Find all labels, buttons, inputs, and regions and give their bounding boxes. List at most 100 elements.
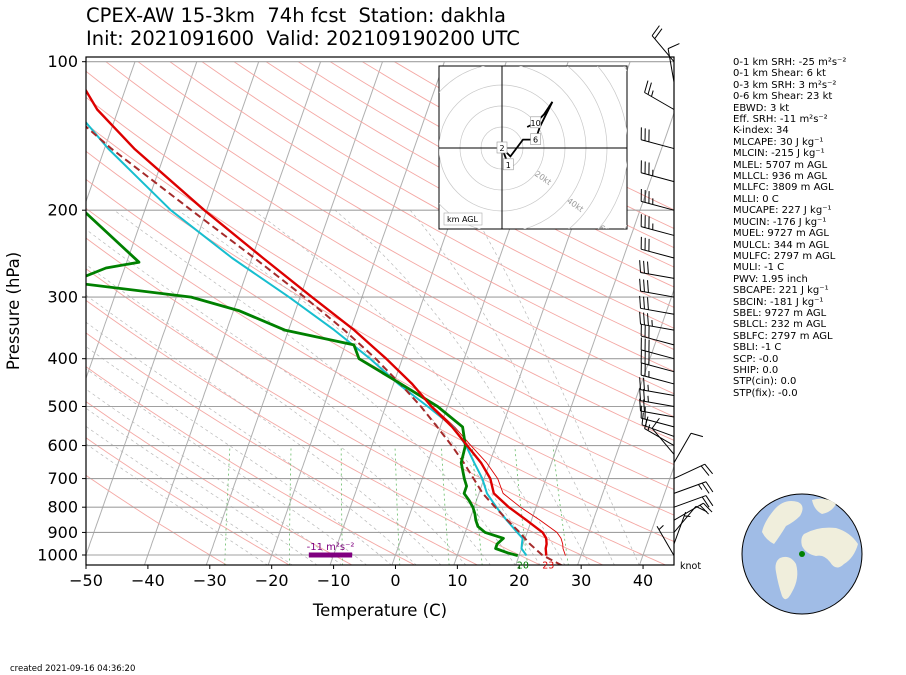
x-tick-label: 10 (447, 571, 467, 590)
surface-temperature-label: 23 (542, 561, 554, 572)
sounding-parameter: 0-6 km Shear: 23 kt (733, 91, 833, 103)
wind-barb-flag (690, 432, 704, 438)
wind-barb-staff (641, 200, 675, 211)
wind-barb-staff (644, 428, 675, 446)
wind-barb-staff (673, 506, 697, 533)
x-tick-label: −40 (131, 571, 165, 590)
effective-inflow-layer: -11 m²s⁻² (307, 542, 354, 558)
wind-barb (640, 160, 675, 183)
wind-barb-staff (640, 389, 675, 397)
x-tick-label: −10 (317, 571, 351, 590)
wind-barb-flag (700, 465, 710, 476)
wind-barb-flag (639, 388, 642, 401)
mixing-ratio-line (514, 445, 528, 565)
wind-barb (640, 350, 675, 373)
mixing-ratio-line (340, 445, 343, 565)
wind-barb-flag (705, 481, 714, 493)
wind-barb-staff (673, 433, 692, 463)
sounding-parameter: 0-1 km SRH: -25 m²s⁻² (733, 57, 847, 68)
wind-barb (640, 337, 675, 360)
hodograph-height-marker: 10 (530, 116, 541, 129)
moist-adiabat-line (86, 425, 293, 565)
isotherm-line (639, 465, 674, 565)
sounding-parameter: SHIP: 0.0 (733, 364, 779, 376)
y-tick-label: 400 (47, 349, 78, 368)
wind-barb-flag (703, 502, 713, 513)
wind-barb-staff (673, 511, 687, 545)
hodograph-height-marker: 1 (502, 158, 514, 171)
mixing-ratio-line (224, 445, 231, 565)
wind-barb-flag (639, 295, 642, 309)
wind-barbs (639, 25, 714, 556)
moist-adiabat-line (86, 228, 491, 565)
sounding-parameter: SBLCL: 232 m AGL (733, 319, 827, 331)
dewpoint-line (86, 211, 519, 557)
y-tick-label: 200 (47, 201, 78, 220)
wind-barb-staff (641, 335, 675, 346)
dry-adiabat-line (265, 61, 674, 288)
wind-barb-flag (651, 417, 660, 429)
moist-adiabat-line (177, 209, 541, 565)
dry-adiabat-line (86, 332, 479, 565)
x-tick-label: 0 (390, 571, 400, 590)
globe-land-africa-europe (801, 527, 858, 568)
y-tick-label: 1000 (37, 546, 78, 565)
wind-barb-staff (651, 35, 675, 63)
sounding-parameter: MLEL: 5707 m AGL (733, 159, 828, 171)
y-tick-label: 700 (47, 469, 78, 488)
sounding-parameter: MLLFC: 3809 m AGL (733, 182, 834, 194)
wind-barb-staff (641, 362, 675, 373)
dry-adiabat-line (86, 366, 416, 565)
hodograph-marker-label: 10 (531, 119, 541, 128)
wind-barb-staff (640, 272, 675, 279)
wind-barb-staff (644, 92, 675, 110)
hodograph-height-marker: 6 (530, 133, 541, 145)
wind-barb-half-flag (698, 484, 703, 490)
wind-barb-half-flag (658, 525, 664, 531)
wind-barb-flag (654, 28, 663, 40)
hodograph-ring-label: 60kt (597, 223, 617, 241)
created-timestamp: created 2021-09-16 04:36:20 (10, 664, 136, 674)
wind-barb-staff (673, 495, 707, 508)
wind-barb-staff (640, 410, 675, 418)
y-tick-label: 600 (47, 436, 78, 455)
sounding-parameter: EBWD: 3 kt (733, 102, 790, 114)
dry-adiabat-line (298, 61, 674, 268)
wind-barb (673, 432, 704, 463)
globe-land-south-america (775, 556, 798, 600)
isotherm-line (453, 61, 631, 565)
moist-adiabat-line (409, 209, 615, 565)
pressure-grid (86, 61, 674, 556)
parcel-line (86, 125, 563, 565)
hodograph-axis-label: km AGL (447, 215, 479, 224)
dry-adiabat-line (137, 61, 674, 372)
hodograph-axis-label-box (443, 212, 483, 226)
sounding-parameter: MULCL: 344 m AGL (733, 239, 829, 251)
mixing-ratio-line (471, 445, 483, 565)
wind-barb-flag (639, 311, 642, 325)
wind-barb-staff (641, 349, 675, 360)
wind-barb-flag (667, 43, 680, 50)
globe-land-north-america (762, 501, 803, 544)
mixing-ratio-line (552, 445, 569, 565)
wind-barb-staff (641, 139, 675, 150)
hodograph-marker-label: 6 (533, 136, 538, 145)
dry-adiabat-line (86, 299, 542, 565)
mixing-ratio-line (394, 445, 401, 565)
wind-barb-flag (701, 482, 710, 494)
wind-barb (673, 463, 713, 480)
wind-barb-flag (701, 496, 710, 508)
sounding-parameter: Eff. SRH: -11 m²s⁻² (733, 114, 828, 126)
moist-adiabat-line (86, 368, 368, 565)
x-tick-label: −30 (193, 571, 227, 590)
sounding-parameter: 0-3 km SRH: 3 m²s⁻² (733, 79, 837, 91)
wind-barb-staff (641, 424, 675, 437)
moist-adiabat-line (334, 209, 591, 565)
x-tick-label: −20 (255, 571, 289, 590)
x-tick-label: 30 (571, 571, 591, 590)
wind-barb-half-flag (645, 419, 647, 427)
mixing-ratio-line (441, 445, 450, 565)
dry-adiabat-line (86, 123, 674, 466)
isotherm-line (205, 61, 383, 565)
